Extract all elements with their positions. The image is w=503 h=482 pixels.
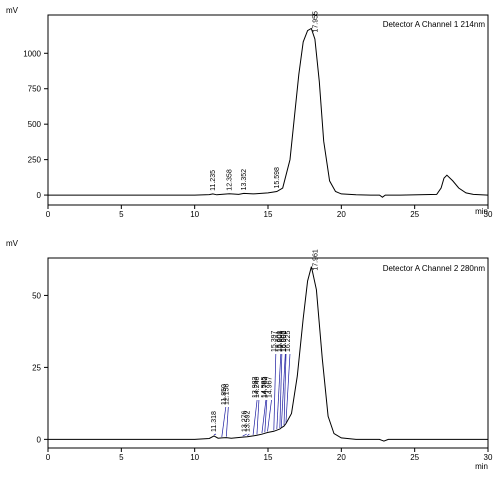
peak-leader-line [279,353,283,429]
peak-retention-label: 12.158 [223,383,230,405]
peak-retention-label: 15.598 [274,167,281,189]
detector-channel-label: Detector A Channel 1 214nm [383,20,486,29]
peak-leader-line [276,353,282,430]
peak-leader-line [247,433,250,437]
peak-leader-line [242,433,247,437]
x-tick-label: 10 [190,453,199,462]
plot-frame [47,14,489,206]
x-tick-label: 30 [484,453,493,462]
peak-retention-label: 13.983 [252,376,259,398]
peak-retention-label: 13.276 [242,410,249,432]
x-tick-label: 5 [119,210,124,219]
y-tick-label: 0 [37,191,42,200]
peak-retention-label: 15.601 [276,330,283,352]
peak-retention-label: 14.585 [261,376,268,398]
peak-retention-label: 13.592 [244,410,251,432]
peak-retention-label: 15.908 [280,330,287,352]
peak-leader-line [225,406,229,437]
x-tick-label: 30 [484,210,493,219]
peak-retention-label: 14.783 [262,376,269,398]
x-axis-unit-label: min [475,462,488,471]
peak-leader-line [285,353,291,423]
x-tick-label: 10 [190,210,199,219]
peak-retention-label: 12.358 [226,169,233,191]
peak-retention-label: 13.352 [241,169,248,191]
peak-retention-label: 14.246 [254,376,261,398]
peak-retention-label: 11.850 [221,384,228,405]
chromatogram-panel-channel-1: mV min Detector A Channel 1 214nm 0 5 10 15 20 2… [6,6,493,219]
peak-leader-line [283,353,287,426]
x-tick-label: 20 [337,210,346,219]
peak-leader-line [261,399,267,434]
x-tick-label: 25 [410,210,419,219]
y-axis-unit-label: mV [6,6,19,15]
y-tick-label: 250 [28,156,42,165]
x-axis-unit-label: min [475,207,488,216]
signal-trace [48,27,489,198]
peak-retention-label: 11.235 [210,170,217,191]
peak-leader-line [273,353,277,431]
y-tick-label: 50 [32,291,41,300]
x-tick-label: 0 [46,453,51,462]
detector-channel-label: Detector A Channel 2 280nm [383,264,486,273]
signal-trace [48,266,488,442]
peak-retention-label: 11.318 [211,411,218,432]
peak-retention-label: 15.397 [271,330,278,352]
peak-leader-line [213,433,217,436]
y-tick-label: 1000 [23,49,41,58]
peak-retention-label: 16.225 [285,330,292,352]
x-tick-label: 0 [46,210,51,219]
peak-leader-line [256,399,260,435]
y-axis-unit-label: mV [6,239,19,248]
chromatogram-panel-channel-2: mV min Detector A Channel 2 280nm 0 5 10 15 20 2… [6,239,493,471]
peak-retention-label: 16.092 [281,330,288,352]
x-tick-label: 15 [264,210,273,219]
peak-retention-label: 14.967 [267,376,274,398]
y-tick-label: 750 [28,85,42,94]
peak-leader-line [252,399,258,435]
x-tick-label: 15 [264,453,273,462]
peak-leader-line [280,353,286,427]
x-tick-label: 20 [337,453,346,462]
y-tick-label: 0 [37,435,42,444]
peak-retention-label: 15.808 [277,330,284,352]
x-tick-label: 5 [119,453,124,462]
plot-frame [47,257,489,449]
peak-leader-line [267,399,272,432]
peak-leader-line [221,406,227,437]
y-tick-label: 25 [32,363,41,372]
peak-leader-line [264,399,268,433]
peak-retention-label: 17.961 [312,249,319,271]
peak-retention-label: 17.955 [312,11,319,33]
y-tick-label: 500 [28,120,42,129]
x-tick-label: 25 [410,453,419,462]
